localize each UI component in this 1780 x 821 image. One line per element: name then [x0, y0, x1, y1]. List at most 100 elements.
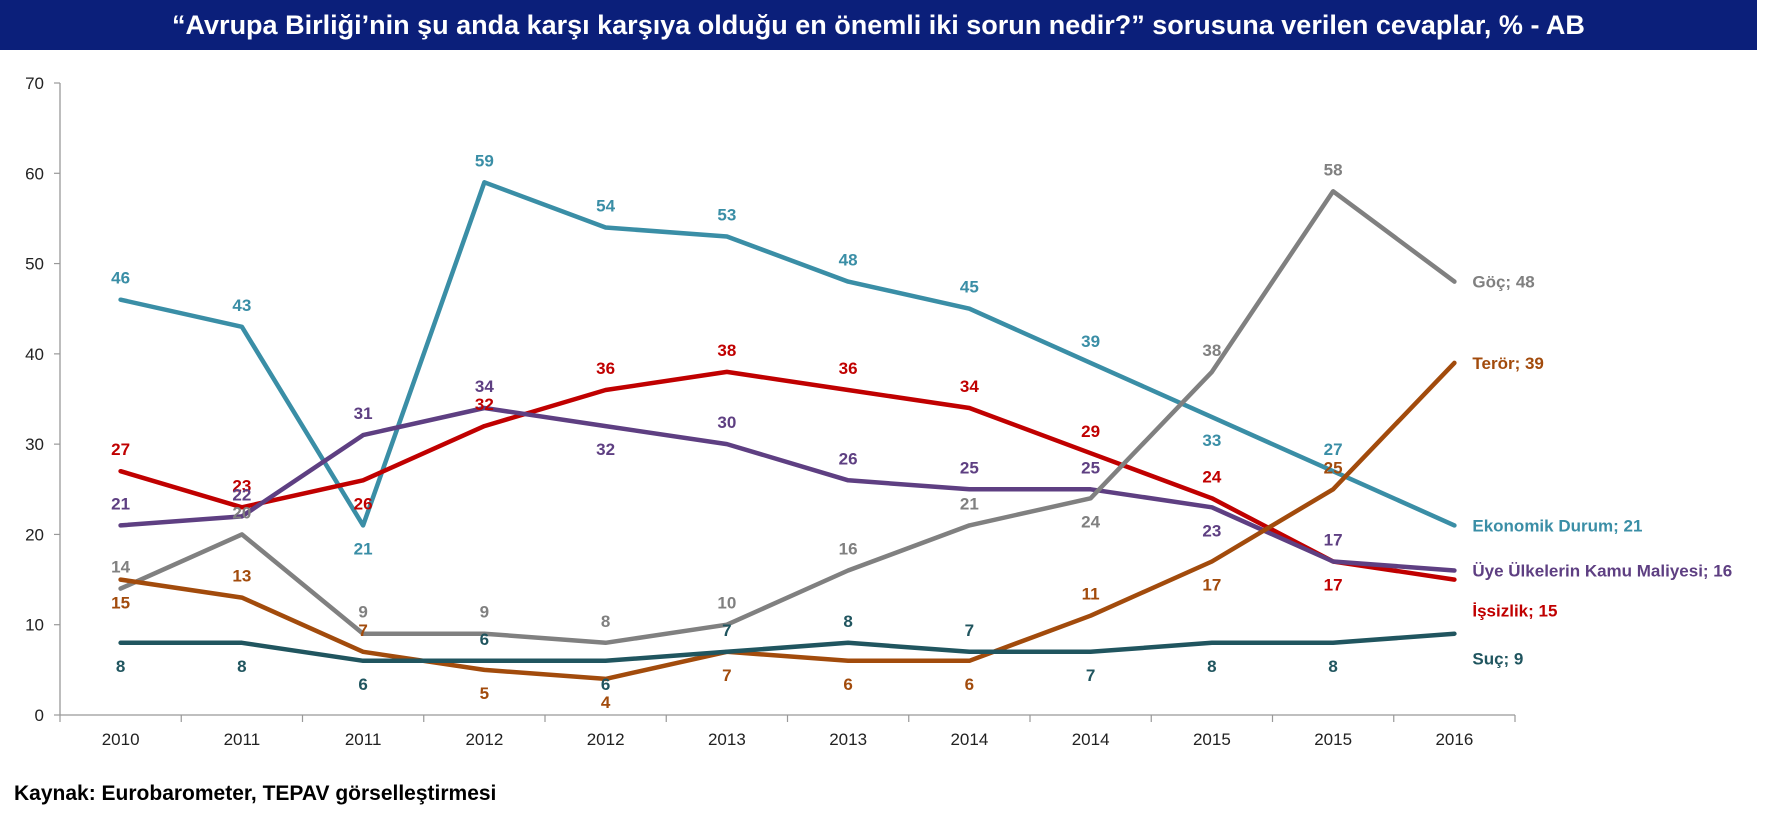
data-label: 26	[839, 449, 858, 468]
data-label: 24	[1081, 512, 1100, 531]
series-line	[118, 631, 1457, 664]
series-end-label: Göç; 48	[1472, 273, 1534, 292]
data-label: 25	[960, 458, 979, 477]
data-label: 46	[111, 269, 130, 288]
data-label: 6	[843, 675, 852, 694]
x-tick-label: 2011	[224, 730, 261, 749]
data-label: 8	[843, 612, 852, 631]
data-label: 45	[960, 278, 979, 297]
data-label: 5	[480, 684, 489, 703]
data-label: 7	[965, 621, 974, 640]
data-label: 54	[596, 196, 615, 215]
x-tick-label: 2014	[1072, 730, 1110, 749]
x-tick-label: 2016	[1435, 730, 1473, 749]
data-label: 7	[722, 666, 731, 685]
data-label: 6	[965, 675, 974, 694]
data-label: 8	[116, 657, 125, 676]
data-label: 48	[839, 251, 858, 270]
data-label: 25	[1081, 458, 1100, 477]
data-label: 30	[717, 413, 736, 432]
data-label: 17	[1324, 531, 1343, 550]
chart-title: “Avrupa Birliği’nin şu anda karşı karşıy…	[172, 9, 1585, 40]
series-line	[118, 180, 1457, 528]
data-label: 23	[232, 476, 251, 495]
data-label: 39	[1081, 332, 1100, 351]
y-tick-label: 10	[25, 616, 44, 635]
x-tick-label: 2014	[950, 730, 988, 749]
x-tick-label: 2013	[829, 730, 867, 749]
data-label: 9	[358, 603, 367, 622]
data-label: 34	[475, 377, 494, 396]
data-label: 21	[960, 494, 979, 513]
data-label: 31	[354, 404, 373, 423]
data-label: 11	[1082, 585, 1100, 604]
data-label: 53	[717, 205, 736, 224]
data-label: 36	[596, 359, 615, 378]
data-label: 4	[601, 693, 611, 712]
data-label: 38	[1202, 341, 1221, 360]
y-tick-label: 60	[25, 164, 44, 183]
series-end-label: Üye Ülkelerin Kamu Maliyesi; 16	[1472, 562, 1732, 581]
data-label: 32	[596, 440, 615, 459]
series-end-label: İşsizlik; 15	[1472, 602, 1557, 621]
series-line	[118, 369, 1457, 582]
data-label: 9	[480, 603, 489, 622]
x-tick-label: 2013	[708, 730, 746, 749]
data-label: 43	[232, 296, 251, 315]
series-end-label: Suç; 9	[1472, 650, 1523, 669]
data-label: 8	[601, 612, 610, 631]
y-tick-label: 0	[35, 706, 44, 725]
data-label: 23	[1202, 521, 1221, 540]
x-tick-label: 2015	[1193, 730, 1231, 749]
data-label: 6	[358, 675, 367, 694]
data-label: 32	[475, 395, 494, 414]
data-label: 33	[1202, 431, 1221, 450]
data-label: 6	[601, 675, 610, 694]
y-tick-label: 20	[25, 525, 44, 544]
data-label: 7	[358, 621, 367, 640]
series-line	[118, 405, 1457, 573]
data-label: 17	[1324, 576, 1343, 595]
x-tick-label: 2010	[102, 730, 140, 749]
data-label: 21	[354, 539, 373, 558]
data-label: 15	[111, 594, 130, 613]
x-tick-label: 2015	[1314, 730, 1352, 749]
y-tick-label: 50	[25, 255, 44, 274]
series-lines	[118, 180, 1457, 682]
data-label: 20	[232, 503, 251, 522]
series-end-label: Terör; 39	[1472, 354, 1544, 373]
data-label: 59	[475, 151, 494, 170]
data-label: 17	[1202, 576, 1221, 595]
data-label: 29	[1081, 422, 1100, 441]
data-label: 16	[839, 540, 858, 559]
data-label: 21	[111, 494, 130, 513]
data-label: 13	[232, 567, 251, 586]
data-label: 22	[232, 485, 251, 504]
data-label: 8	[1207, 657, 1216, 676]
y-tick-label: 70	[25, 74, 44, 93]
data-label: 34	[960, 377, 979, 396]
series-line	[118, 360, 1457, 682]
data-label: 7	[722, 621, 731, 640]
data-label: 36	[839, 359, 858, 378]
y-tick-label: 30	[25, 435, 44, 454]
data-label: 25	[1324, 458, 1343, 477]
x-tick-label: 2012	[587, 730, 625, 749]
x-tick-label: 2011	[345, 730, 382, 749]
series-line	[118, 189, 1457, 646]
x-tick-label: 2012	[465, 730, 503, 749]
title-bar: “Avrupa Birliği’nin şu anda karşı karşıy…	[0, 0, 1757, 50]
data-label: 27	[111, 440, 130, 459]
data-label: 58	[1324, 160, 1343, 179]
series-end-label: Ekonomik Durum; 21	[1472, 516, 1642, 535]
data-label: 8	[237, 657, 246, 676]
data-label: 6	[480, 630, 489, 649]
data-label: 10	[717, 594, 736, 613]
data-label: 24	[1202, 467, 1221, 486]
data-label: 27	[1324, 440, 1343, 459]
data-label: 7	[1086, 666, 1095, 685]
source-note: Kaynak: Eurobarometer, TEPAV görselleşti…	[14, 782, 497, 805]
